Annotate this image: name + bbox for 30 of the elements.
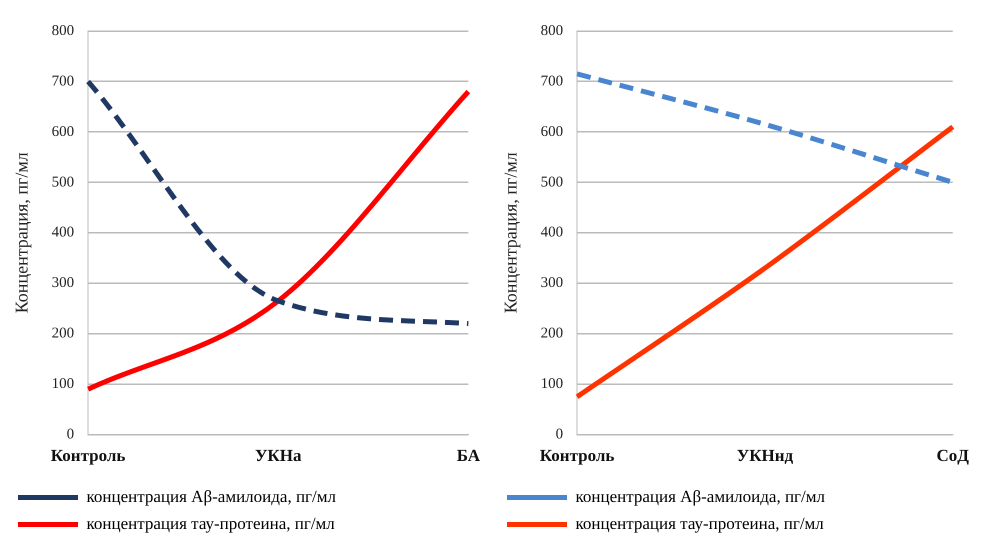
- y-tick-label: 400: [540, 224, 564, 241]
- y-tick-label: 0: [556, 426, 564, 443]
- y-tick-label: 0: [66, 426, 74, 443]
- x-tick-label: УКНа: [254, 446, 302, 466]
- legend-label: концентрация Aβ-амилоида, пг/мл: [86, 486, 336, 506]
- y-tick-label: 100: [52, 376, 74, 392]
- y-axis-title: Концентрация, пг/мл: [500, 152, 521, 314]
- x-tick-label: Контроль: [50, 446, 126, 466]
- y-tick-label: 500: [52, 174, 74, 190]
- x-tick-label: БА: [456, 446, 481, 466]
- y-tick-label: 300: [540, 275, 564, 292]
- y-tick-label: 300: [52, 275, 74, 292]
- y-tick-label: 400: [52, 224, 74, 241]
- y-tick-label: 800: [540, 22, 564, 39]
- x-tick-label: УКНнд: [736, 446, 794, 466]
- y-tick-label: 100: [540, 376, 564, 392]
- y-tick-label: 500: [540, 174, 564, 190]
- y-tick-label: 700: [52, 73, 74, 90]
- y-tick-label: 600: [540, 124, 564, 140]
- legend-label: концентрация тау-протеина, пг/мл: [576, 514, 824, 533]
- y-tick-label: 800: [52, 22, 74, 39]
- legend-label: концентрация тау-протеина, пг/мл: [86, 514, 336, 533]
- y-tick-label: 200: [52, 326, 74, 342]
- y-axis-title: Концентрация, пг/мл: [12, 152, 32, 314]
- legend-label: концентрация Aβ-амилоида, пг/мл: [576, 486, 826, 506]
- y-tick-label: 700: [540, 73, 564, 90]
- y-tick-label: 600: [52, 124, 74, 140]
- x-tick-label: Контроль: [540, 446, 614, 466]
- y-tick-label: 200: [540, 326, 564, 342]
- x-tick-label: СоД: [936, 446, 970, 466]
